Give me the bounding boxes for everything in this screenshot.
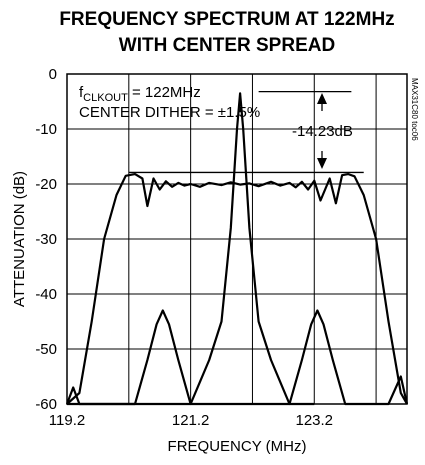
x-tick-label: 121.2	[172, 412, 210, 429]
part-number: MAX31C80 toc06	[410, 78, 419, 141]
y-tick-label: -50	[35, 341, 57, 358]
y-tick-label: 0	[49, 66, 57, 83]
clock-prefix: f	[79, 84, 84, 101]
delta-arrowhead-up	[317, 93, 327, 104]
x-ticks: 119.2 121.2 123.2	[49, 412, 333, 429]
grid	[67, 74, 407, 404]
y-axis-label: ATTENUATION (dB)	[11, 171, 28, 307]
clock-value: = 122MHz	[128, 84, 201, 101]
y-tick-label: -10	[35, 121, 57, 138]
clock-annotation: fCLKOUT = 122MHz	[79, 84, 201, 104]
x-axis-label: FREQUENCY (MHz)	[168, 438, 307, 455]
chart-title-line-1: FREQUENCY SPECTRUM AT 122MHz	[59, 9, 394, 30]
series-line-center-spur	[67, 92, 315, 406]
series-line-sidebands	[65, 309, 409, 406]
delta-arrowhead-down	[317, 158, 327, 169]
delta-label: -14.23dB	[292, 123, 353, 140]
y-tick-label: -60	[35, 396, 57, 413]
y-ticks: 0 -10 -20 -30 -40 -50 -60	[35, 66, 57, 413]
plot-frame	[66, 73, 408, 405]
delta-marker: -14.23dB	[292, 93, 353, 169]
y-tick-label: -20	[35, 176, 57, 193]
y-tick-label: -40	[35, 286, 57, 303]
clock-subscript: CLKOUT	[83, 92, 128, 104]
series-lines	[65, 92, 409, 406]
series-line-spread-envelope	[66, 173, 408, 405]
x-tick-label: 123.2	[295, 412, 333, 429]
chart-title-line-2: WITH CENTER SPREAD	[119, 35, 335, 56]
y-tick-label: -30	[35, 231, 57, 248]
x-tick-label: 119.2	[49, 412, 85, 429]
dither-annotation: CENTER DITHER = ±1.5%	[79, 104, 260, 121]
